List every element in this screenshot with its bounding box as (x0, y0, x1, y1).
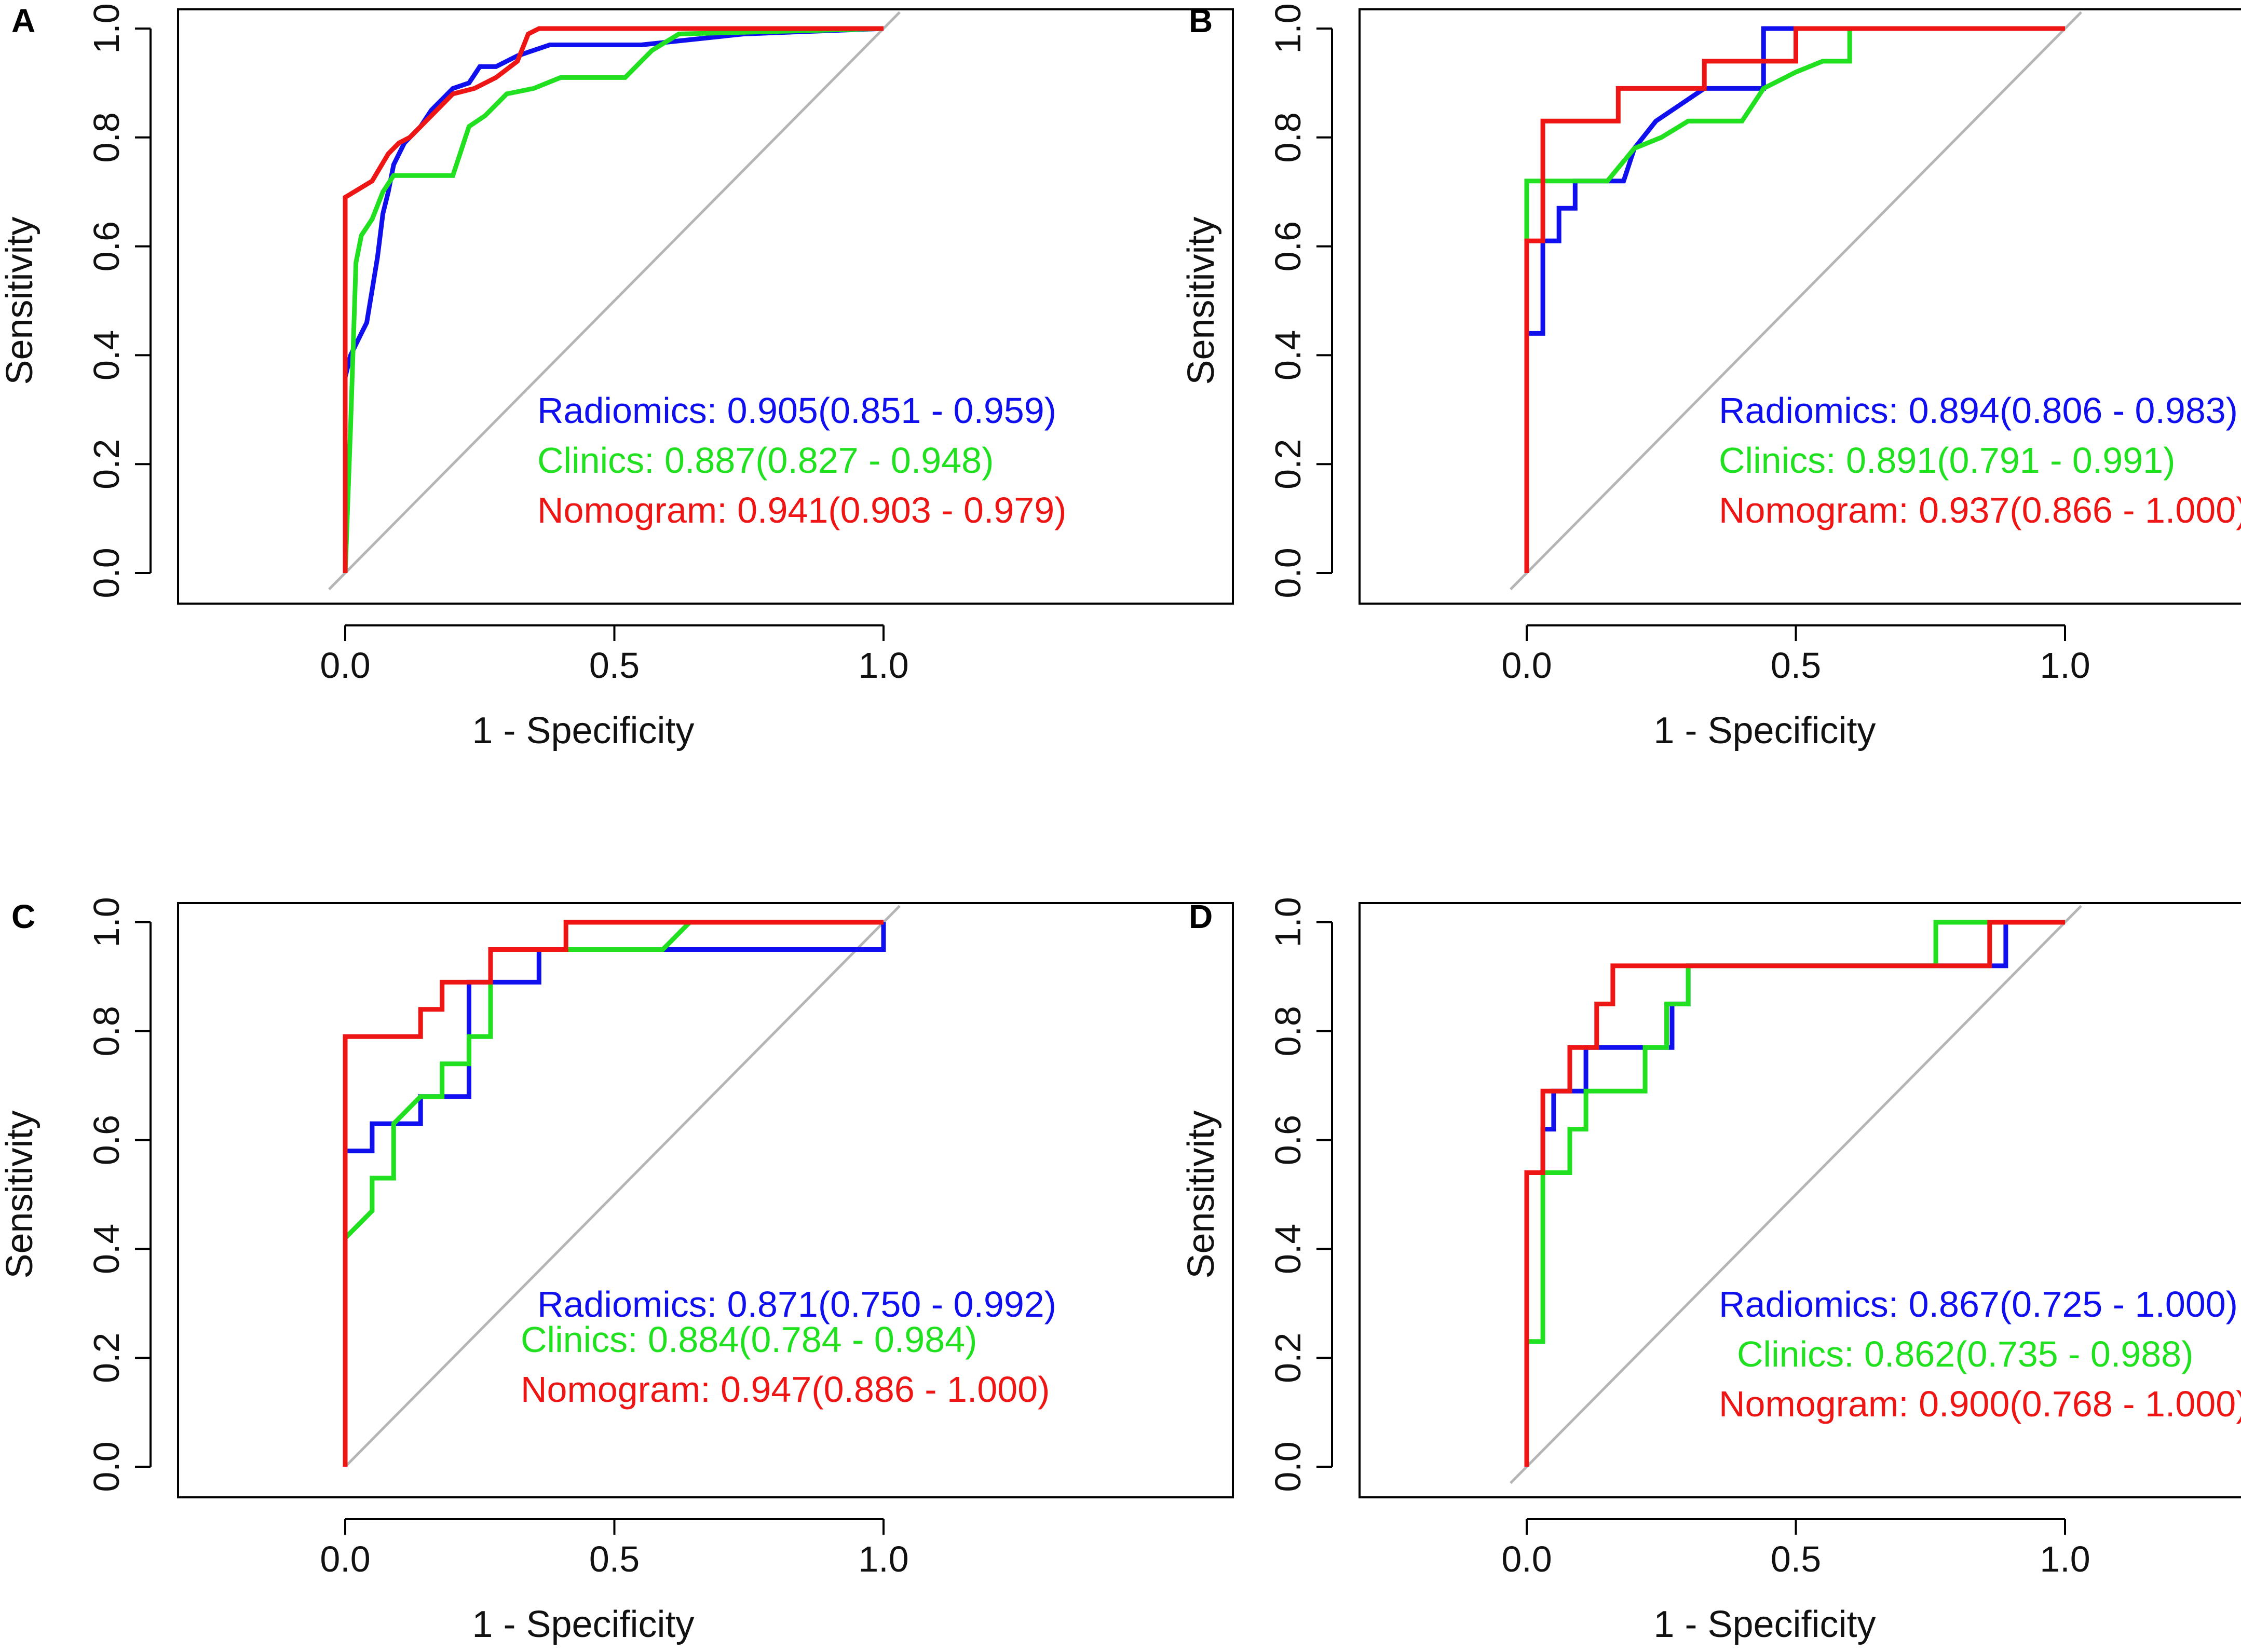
y-tick-label: 0.2 (86, 439, 127, 489)
plot-frame (1359, 902, 2241, 1498)
panel-C: C 0.0 0.2 0.4 0.6 0.8 1.0 0.0 0.5 1.0 1 - Specific… (0, 897, 1234, 1645)
legend-nomogram: Nomogram: 0.941(0.903 - 0.979) (537, 490, 1066, 530)
roc-curve-clinics (1524, 26, 2065, 573)
panel-B: B 0.0 0.2 0.4 0.6 0.8 1.0 0.0 0.5 1.0 1 - Specific… (1180, 2, 2241, 752)
reference-diagonal (328, 11, 901, 591)
legend-clinics: Clinics: 0.884(0.784 - 0.984) (521, 1319, 977, 1360)
y-tick-label: 0.0 (86, 1441, 127, 1492)
legend-radiomics: Radiomics: 0.867(0.725 - 1.000) (1719, 1284, 2238, 1325)
legend-nomogram: Nomogram: 0.937(0.866 - 1.000) (1719, 490, 2241, 530)
x-axis-title: 1 - Specificity (1653, 710, 1876, 752)
x-tick-label: 0.0 (320, 645, 370, 686)
plot-frame (1359, 8, 2241, 605)
x-tick-label: 1.0 (2040, 645, 2090, 686)
legend-radiomics: Radiomics: 0.894(0.806 - 0.983) (1719, 390, 2238, 431)
reference-diagonal (1510, 905, 2082, 1484)
reference-diagonal (344, 905, 901, 1468)
plot-frame (177, 902, 1234, 1498)
legend-radiomics: Radiomics: 0.905(0.851 - 0.959) (537, 390, 1056, 431)
y-tick-label: 0.8 (86, 1006, 127, 1056)
y-tick-label: 1.0 (86, 897, 127, 947)
plot-frame (177, 8, 1234, 605)
x-tick-label: 1.0 (858, 1539, 908, 1579)
x-tick-label: 0.5 (589, 1539, 640, 1579)
roc-curve-clinics (343, 26, 884, 574)
y-tick-label: 1.0 (1268, 897, 1308, 947)
legend-clinics: Clinics: 0.891(0.791 - 0.991) (1719, 440, 2175, 481)
y-tick-label: 0.2 (86, 1333, 127, 1383)
x-axis-title: 1 - Specificity (472, 710, 694, 752)
y-tick-label: 1.0 (1268, 3, 1308, 53)
x-tick-label: 0.5 (1771, 645, 1821, 686)
y-axis-title: Sensitivity (0, 1110, 40, 1278)
x-axis-title: 1 - Specificity (1653, 1604, 1876, 1645)
legend-nomogram: Nomogram: 0.947(0.886 - 1.000) (521, 1369, 1050, 1410)
x-tick-label: 0.0 (320, 1539, 370, 1579)
y-tick-label: 0.2 (1268, 1333, 1308, 1383)
legend-nomogram: Nomogram: 0.900(0.768 - 1.000) (1719, 1384, 2241, 1424)
y-tick-label: 0.0 (1268, 548, 1308, 598)
roc-curve-nomogram (343, 920, 884, 1467)
panel-label: B (1189, 2, 1213, 39)
roc-curve-nomogram (1524, 920, 2065, 1467)
y-tick-label: 0.4 (1268, 330, 1308, 380)
x-tick-label: 1.0 (858, 645, 908, 686)
y-axis-title: Sensitivity (1180, 216, 1222, 385)
y-tick-label: 1.0 (86, 3, 127, 53)
y-axis-title: Sensitivity (0, 216, 40, 385)
x-tick-label: 0.0 (1501, 1539, 1552, 1579)
roc-curve-nomogram (343, 26, 884, 573)
x-tick-label: 1.0 (2040, 1539, 2090, 1579)
legend-clinics: Clinics: 0.887(0.827 - 0.948) (537, 440, 994, 481)
legend-clinics: Clinics: 0.862(0.735 - 0.988) (1737, 1334, 2193, 1374)
y-tick-label: 0.4 (1268, 1224, 1308, 1274)
roc-curve-clinics (343, 920, 884, 1467)
panel-D: D 0.0 0.2 0.4 0.6 0.8 1.0 0.0 0.5 1.0 1 - Specific… (1180, 897, 2241, 1645)
roc-curve-nomogram (1524, 26, 2065, 573)
y-tick-label: 0.8 (1268, 1006, 1308, 1056)
y-tick-label: 0.6 (1268, 221, 1308, 271)
panel-label: C (11, 898, 35, 935)
y-tick-label: 0.6 (86, 1115, 127, 1165)
x-tick-label: 0.5 (589, 645, 640, 686)
y-tick-label: 0.6 (86, 221, 127, 271)
y-tick-label: 0.8 (86, 112, 127, 162)
x-tick-label: 0.0 (1501, 645, 1552, 686)
panel-label: A (11, 2, 35, 39)
y-tick-label: 0.6 (1268, 1115, 1308, 1165)
y-tick-label: 0.0 (1268, 1441, 1308, 1492)
panel-label: D (1189, 898, 1213, 935)
y-tick-label: 0.4 (86, 1224, 127, 1274)
legend-radiomics: Radiomics: 0.871(0.750 - 0.992) (537, 1284, 1056, 1325)
y-tick-label: 0.2 (1268, 439, 1308, 489)
y-tick-label: 0.0 (86, 548, 127, 598)
x-tick-label: 0.5 (1771, 1539, 1821, 1579)
y-tick-label: 0.4 (86, 330, 127, 380)
reference-diagonal (1510, 11, 2082, 591)
panel-A: A 0.0 0.2 0.4 0.6 0.8 1.0 0.0 0.5 1.0 1 - Specific… (0, 2, 1234, 752)
x-axis-title: 1 - Specificity (472, 1604, 694, 1645)
y-axis-title: Sensitivity (1180, 1110, 1222, 1278)
y-tick-label: 0.8 (1268, 112, 1308, 162)
